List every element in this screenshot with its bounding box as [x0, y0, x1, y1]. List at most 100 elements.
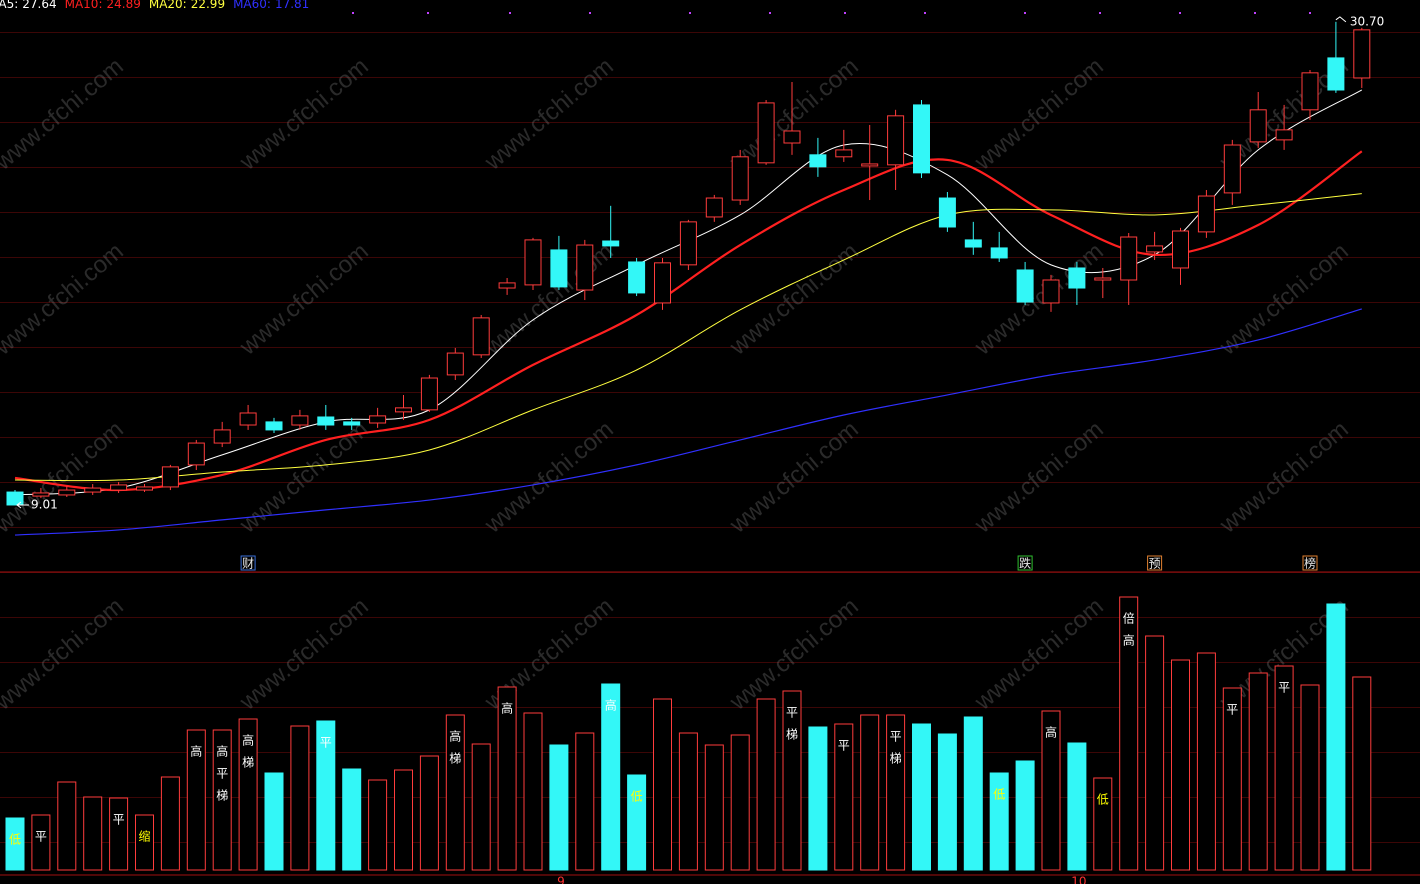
marker-dot [1024, 12, 1026, 14]
volume-tag: 梯 [242, 756, 254, 770]
candle-body [239, 412, 257, 426]
volume-bar [937, 733, 957, 871]
volume-tag: 缩 [138, 829, 150, 844]
volume-tag: 高 [190, 744, 202, 759]
volume-tag: 平 [216, 767, 228, 781]
candle-body [964, 239, 982, 248]
volume-tag: 平 [113, 813, 125, 827]
candle-body [1016, 269, 1034, 303]
candle-body [291, 415, 309, 426]
volume-tag: 高 [501, 701, 513, 716]
volume-tag: 高 [605, 698, 617, 713]
candle-body [472, 317, 490, 356]
watermark: www.cfchi.com [0, 238, 129, 361]
volume-bar [368, 779, 388, 871]
low-marker-label: 9.01 [31, 497, 58, 511]
watermark: www.cfchi.com [479, 416, 619, 539]
volume-bar [704, 744, 724, 871]
candle-body [1042, 279, 1060, 304]
volume-bar [808, 726, 828, 871]
volume-tag: 平 [838, 739, 850, 753]
candle-body [938, 197, 956, 228]
candle-body [265, 421, 283, 431]
marker-dot [1179, 12, 1181, 14]
volume-bar [212, 729, 232, 871]
candle-body [887, 115, 905, 166]
candle-body [861, 163, 879, 167]
marker-dot [1099, 12, 1101, 14]
volume-tag: 低 [1097, 793, 1109, 807]
volume-bar [419, 755, 439, 871]
candle-body [990, 247, 1008, 259]
marker-dot [689, 12, 691, 14]
candle-body [757, 102, 775, 164]
candle-body [654, 262, 671, 304]
candle-body [783, 130, 801, 144]
volume-bar [782, 690, 802, 871]
candle-body [731, 156, 749, 201]
volume-tag: 平 [1278, 681, 1290, 695]
legend-value: 27.64 [22, 0, 56, 11]
event-tag-box [1147, 555, 1163, 571]
marker-dot [844, 12, 846, 14]
watermark: www.cfchi.com [1214, 238, 1354, 361]
volume-bar [316, 720, 336, 871]
watermark: www.cfchi.com [969, 593, 1109, 716]
volume-tag: 高 [1123, 633, 1135, 648]
event-tag: 跌 [1019, 556, 1031, 571]
candle-body [1327, 57, 1345, 91]
volume-tag: 平 [890, 730, 902, 744]
legend: MA5: 27.64 MA10:24.89 MA20: 22.99 MA60: 17.81 [0, 0, 309, 11]
candle-body [679, 221, 697, 266]
volume-bar [264, 772, 284, 871]
candle-body [317, 416, 335, 426]
watermark: www.cfchi.com [479, 238, 619, 361]
volume-bar [1222, 687, 1242, 871]
volume-bar [601, 683, 621, 871]
volume-bar [549, 744, 569, 871]
candle-body [498, 282, 516, 289]
marker-dot [769, 12, 771, 14]
volume-bar [1248, 672, 1268, 871]
volume-bar [394, 769, 413, 871]
candle-body [369, 415, 387, 424]
volume-bar [860, 714, 880, 871]
volume-bar [109, 797, 129, 871]
volume-bar [627, 774, 647, 871]
watermark: www.cfchi.com [724, 416, 864, 539]
volume-bar [989, 772, 1009, 871]
watermark: www.cfchi.com [724, 238, 864, 361]
candle-body [343, 421, 361, 426]
ma-line [14, 308, 1362, 536]
volume-bar [1067, 742, 1087, 871]
watermark: www.cfchi.com [969, 416, 1109, 539]
marker-dot [924, 12, 926, 14]
watermark: www.cfchi.com [479, 53, 619, 176]
watermark: www.cfchi.com [1214, 416, 1354, 539]
volume-bar [471, 743, 491, 871]
volume-bar [160, 776, 180, 871]
volume-tag: 高 [1045, 725, 1057, 740]
candle-body [576, 244, 594, 291]
candle-body [913, 104, 930, 174]
volume-bar [912, 723, 931, 871]
candle-body [395, 407, 412, 413]
volume-bar [290, 725, 310, 871]
legend-value: 22.99 [191, 0, 225, 11]
event-tag-box [1302, 555, 1318, 571]
watermark: www.cfchi.com [969, 238, 1109, 361]
volume-bar [1300, 684, 1320, 871]
candle-body [1172, 230, 1189, 269]
candle-body [420, 377, 438, 411]
volume-bar [730, 734, 750, 871]
watermark: www.cfchi.com [234, 593, 374, 716]
event-tag-box [240, 555, 256, 571]
candle-body [1068, 267, 1086, 289]
marker-dot [352, 12, 354, 14]
legend-name: MA10: [65, 0, 103, 11]
event-tag: 榜 [1304, 556, 1316, 571]
candle-body [1197, 195, 1215, 233]
volume-bar [445, 714, 465, 871]
candle-body [550, 249, 568, 288]
low-marker-arrow [16, 501, 29, 509]
